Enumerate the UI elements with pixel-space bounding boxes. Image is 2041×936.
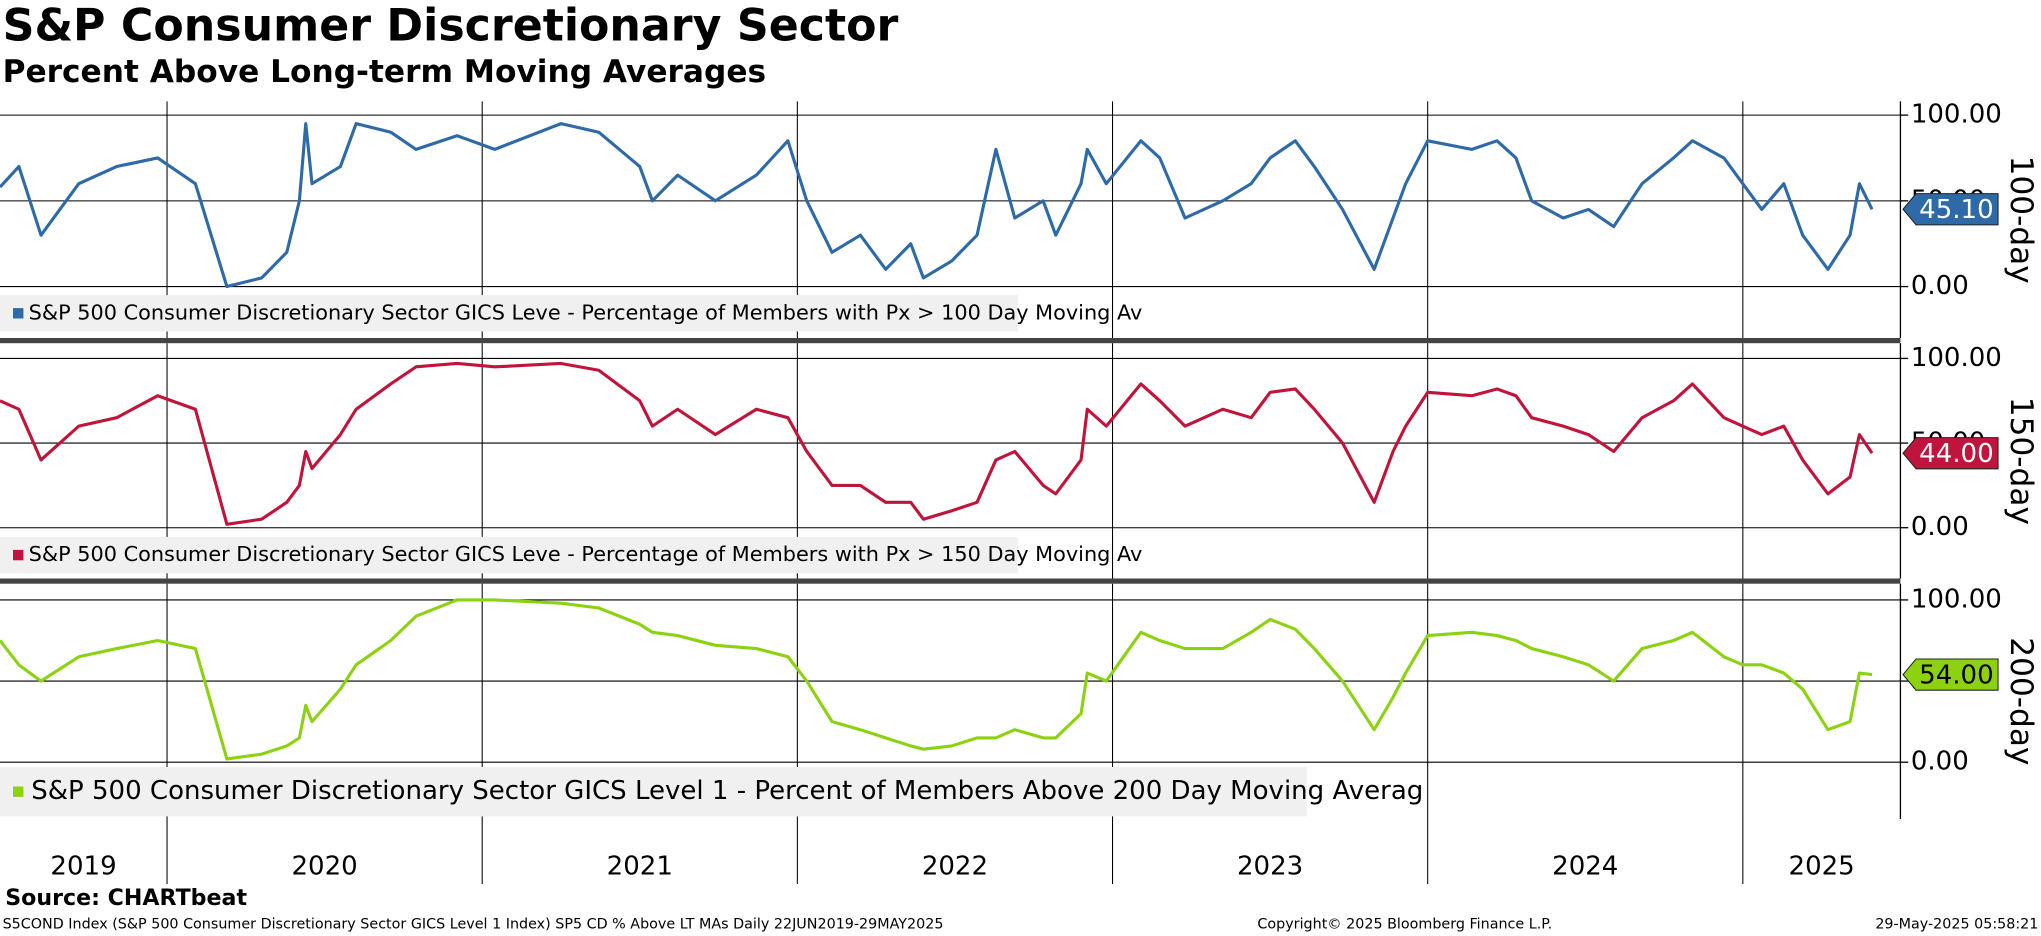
panel-separator bbox=[0, 578, 1901, 584]
panel-separator bbox=[0, 338, 1901, 344]
legend-label: S&P 500 Consumer Discretionary Sector GI… bbox=[31, 776, 1423, 806]
y-tick-label: 0.00 bbox=[1911, 271, 1969, 301]
y-tick-label: 0.00 bbox=[1911, 747, 1969, 777]
x-tick-label: 2022 bbox=[922, 852, 988, 882]
x-tick-label: 2019 bbox=[50, 852, 116, 882]
y-axis-label: 200-day bbox=[2003, 637, 2039, 765]
y-axis-label: 100-day bbox=[2003, 156, 2039, 284]
legend-swatch bbox=[13, 786, 24, 797]
footer-right: 29-May-2025 05:58:21 bbox=[1875, 916, 2038, 932]
last-value-flag bbox=[1902, 193, 1999, 226]
data-line bbox=[0, 361, 1874, 526]
legend-swatch bbox=[13, 549, 24, 561]
x-tick-label: 2020 bbox=[292, 852, 358, 882]
y-tick-label: 0.00 bbox=[1911, 512, 1969, 542]
legend-background bbox=[0, 767, 1307, 817]
footer-center: Copyright© 2025 Bloomberg Finance L.P. bbox=[1257, 916, 1552, 932]
x-tick-label: 2021 bbox=[607, 852, 673, 882]
x-tick-label: 2023 bbox=[1237, 852, 1303, 882]
y-tick-label: 100.00 bbox=[1911, 343, 2002, 373]
last-value-flag bbox=[1902, 437, 1999, 470]
data-line bbox=[0, 122, 1874, 289]
source: Source: CHARTbeat bbox=[5, 885, 247, 911]
data-line bbox=[0, 598, 1873, 761]
footer-left: S5COND Index (S&P 500 Consumer Discretio… bbox=[3, 916, 944, 932]
legend-background bbox=[0, 536, 1018, 574]
legend-swatch bbox=[13, 308, 24, 319]
last-value-label: 45.10 bbox=[1919, 195, 1993, 225]
last-value-label: 54.00 bbox=[1919, 660, 1993, 690]
chart-subtitle: Percent Above Long-term Moving Averages bbox=[3, 54, 767, 90]
y-axis-label: 150-day bbox=[2003, 397, 2039, 525]
y-tick-label: 100.00 bbox=[1911, 100, 2002, 130]
legend-label: S&P 500 Consumer Discretionary Sector GI… bbox=[29, 300, 1143, 324]
last-value-label: 44.00 bbox=[1919, 439, 1993, 469]
legend-background bbox=[0, 295, 1018, 332]
x-tick-label: 2024 bbox=[1552, 852, 1618, 882]
x-tick-label: 2025 bbox=[1789, 852, 1855, 882]
y-tick-label: 100.00 bbox=[1911, 584, 2002, 614]
legend-label: S&P 500 Consumer Discretionary Sector GI… bbox=[29, 542, 1143, 566]
chart-title: S&P Consumer Discretionary Sector bbox=[3, 1, 899, 52]
last-value-flag bbox=[1902, 658, 1999, 691]
